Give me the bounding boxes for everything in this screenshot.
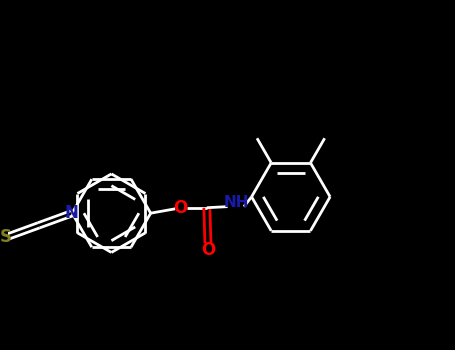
Text: NH: NH	[223, 195, 249, 210]
Text: S: S	[0, 229, 11, 246]
Text: O: O	[201, 241, 215, 259]
Text: N: N	[65, 204, 79, 222]
Text: O: O	[173, 199, 188, 217]
